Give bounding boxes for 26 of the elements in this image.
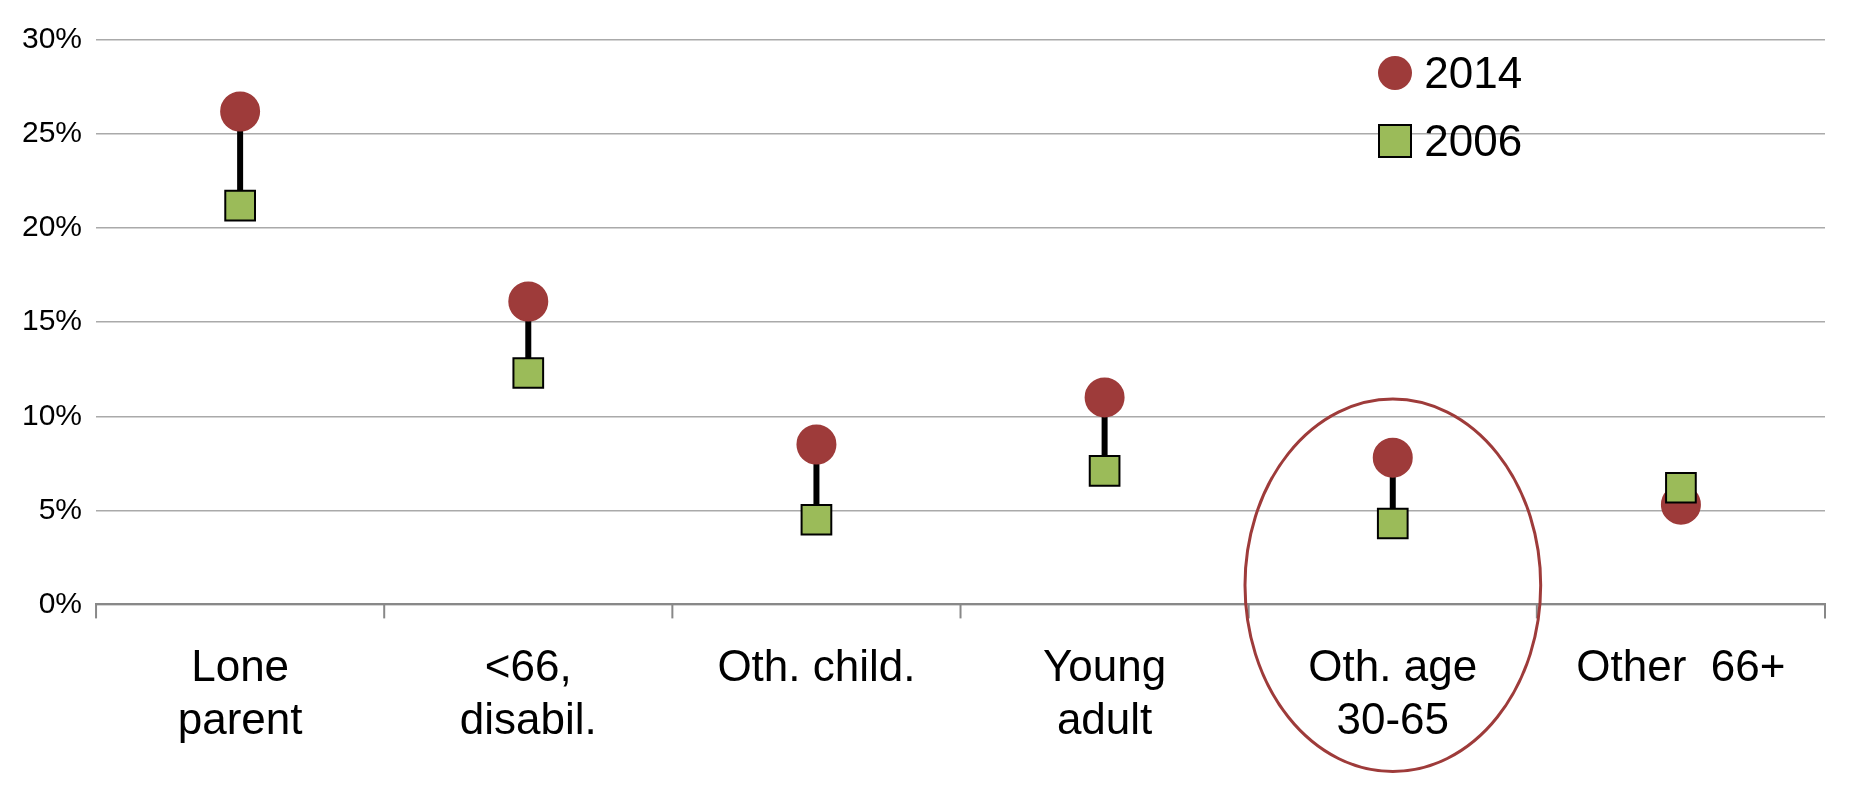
point — [508, 281, 549, 322]
x-tick-label: Other 66+ — [1576, 640, 1786, 690]
point — [220, 91, 261, 132]
y-tick-label: 5% — [38, 491, 83, 525]
point — [1088, 454, 1121, 487]
point — [796, 424, 837, 465]
x-tick-label: Young adult — [1043, 640, 1167, 743]
x-tick-label: Oth. child. — [717, 640, 916, 690]
x-tick-label: Lone parent — [177, 640, 303, 743]
point — [224, 189, 256, 222]
legend-label: 2014 — [1424, 48, 1523, 98]
point — [512, 357, 545, 389]
legend-label: 2006 — [1424, 116, 1523, 166]
point — [1376, 507, 1409, 540]
y-tick-label: 15% — [22, 303, 83, 337]
y-tick-label: 25% — [22, 115, 83, 149]
y-tick-label: 30% — [22, 21, 83, 55]
y-tick-label: 10% — [22, 397, 83, 431]
y-tick-label: 0% — [38, 585, 83, 619]
point — [1084, 377, 1125, 418]
point — [1372, 437, 1413, 478]
point — [1665, 471, 1697, 504]
x-tick-label: Oth. age 30-65 — [1308, 640, 1478, 743]
x-tick-label: <66, disabil. — [459, 640, 597, 743]
y-tick-label: 20% — [22, 209, 83, 243]
point — [800, 503, 833, 536]
